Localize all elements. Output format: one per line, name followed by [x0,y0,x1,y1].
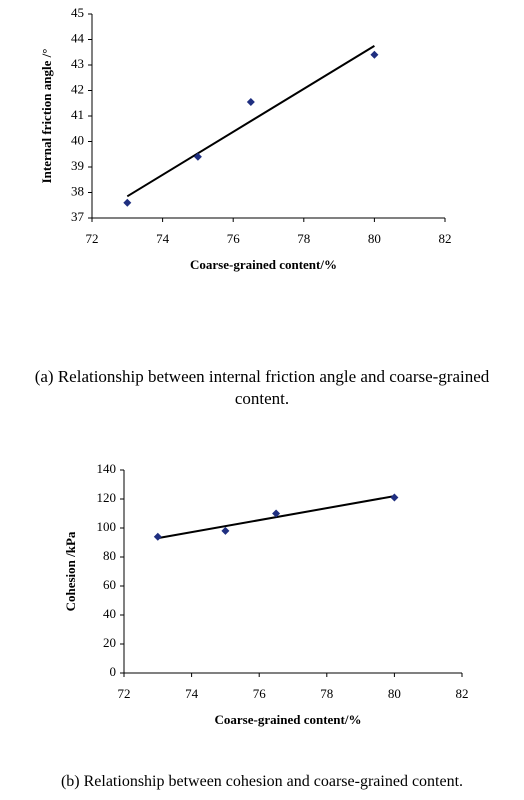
y-tick-label: 39 [71,158,84,173]
caption: (a) Relationship between internal fricti… [34,367,490,408]
x-tick-label: 72 [118,686,131,701]
x-axis-title: Coarse-grained content/% [215,712,362,727]
caption: (b) Relationship between cohesion and co… [60,773,464,790]
y-tick-label: 42 [71,81,84,96]
y-tick-label: 44 [71,30,85,45]
x-tick-label: 72 [86,231,99,246]
y-tick-label: 37 [71,209,85,224]
y-tick-label: 38 [71,183,84,198]
x-tick-label: 78 [320,686,333,701]
y-tick-label: 41 [71,107,84,122]
x-axis-title: Coarse-grained content/% [190,257,337,272]
point [272,509,281,518]
point [123,198,132,207]
y-tick-label: 0 [110,664,117,679]
point [153,532,162,541]
x-tick-label: 80 [368,231,381,246]
x-tick-label: 78 [297,231,310,246]
y-tick-label: 43 [71,56,84,71]
y-tick-label: 80 [103,548,116,563]
y-tick-label: 20 [103,635,116,650]
point [193,152,202,161]
y-axis-title: Internal friction angle /° [39,49,54,184]
y-tick-label: 100 [97,519,117,534]
y-tick-label: 120 [97,490,117,505]
x-tick-label: 76 [227,231,241,246]
x-tick-label: 80 [388,686,401,701]
point [390,493,399,502]
y-tick-label: 40 [103,606,116,621]
y-tick-label: 45 [71,5,84,20]
point [221,526,230,535]
point [246,97,255,106]
x-tick-label: 76 [253,686,267,701]
x-tick-label: 82 [456,686,469,701]
y-tick-label: 140 [97,461,117,476]
y-tick-label: 40 [71,132,84,147]
y-axis-title: Cohesion /kPa [63,531,78,611]
y-tick-label: 60 [103,577,116,592]
x-tick-label: 74 [185,686,199,701]
x-tick-label: 82 [439,231,452,246]
point [370,50,379,59]
trend-line [126,45,375,198]
x-tick-label: 74 [156,231,170,246]
